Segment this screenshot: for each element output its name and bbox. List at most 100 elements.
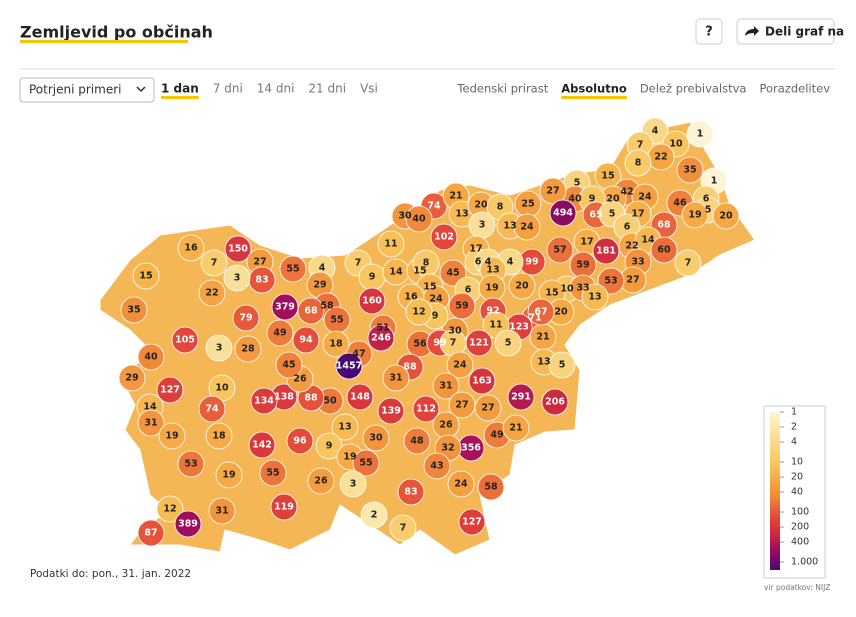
municipality[interactable]: [177, 450, 205, 478]
municipality[interactable]: [389, 514, 417, 542]
municipality[interactable]: [248, 431, 276, 459]
municipality[interactable]: [439, 259, 467, 287]
period-tab[interactable]: 7 dni: [213, 82, 243, 96]
municipality[interactable]: [339, 470, 367, 498]
municipality[interactable]: [377, 230, 405, 258]
municipality[interactable]: [686, 120, 714, 148]
municipality[interactable]: [377, 397, 405, 425]
municipality[interactable]: [405, 298, 433, 326]
municipality[interactable]: [508, 272, 536, 300]
municipality[interactable]: [507, 383, 535, 411]
municipality[interactable]: [346, 383, 374, 411]
municipality[interactable]: [322, 330, 350, 358]
period-tab[interactable]: 21 dni: [308, 82, 346, 96]
municipality[interactable]: [681, 201, 709, 229]
municipality[interactable]: [158, 422, 186, 450]
municipality[interactable]: [541, 388, 569, 416]
municipality[interactable]: [250, 387, 278, 415]
municipality[interactable]: [382, 364, 410, 392]
share-button[interactable]: [736, 18, 835, 45]
municipality[interactable]: [502, 414, 530, 442]
municipality[interactable]: [477, 473, 505, 501]
municipality[interactable]: [208, 497, 236, 525]
municipality[interactable]: [367, 324, 395, 352]
municipality[interactable]: [292, 326, 320, 354]
municipality[interactable]: [447, 470, 475, 498]
municipality[interactable]: [624, 149, 652, 177]
municipality[interactable]: [137, 519, 165, 547]
municipality[interactable]: [548, 351, 576, 379]
period-tab[interactable]: 1 dan: [161, 82, 199, 96]
municipality[interactable]: [205, 422, 233, 450]
municipality[interactable]: [156, 495, 184, 523]
period-tab[interactable]: 14 dni: [257, 82, 295, 96]
municipality[interactable]: [546, 236, 574, 264]
municipality[interactable]: [592, 237, 620, 265]
municipality[interactable]: [234, 335, 262, 363]
municipality[interactable]: [458, 508, 486, 536]
municipality[interactable]: [397, 478, 425, 506]
municipality[interactable]: [335, 352, 363, 380]
municipality[interactable]: [177, 234, 205, 262]
municipality[interactable]: [223, 264, 251, 292]
view-tab[interactable]: Tedenski prirast: [456, 82, 548, 96]
municipality[interactable]: [549, 199, 577, 227]
municipality[interactable]: [232, 304, 260, 332]
municipality[interactable]: [118, 364, 146, 392]
view-tab[interactable]: Porazdelitev: [759, 82, 830, 96]
municipality[interactable]: [331, 413, 359, 441]
municipality[interactable]: [352, 449, 380, 477]
municipality[interactable]: [474, 394, 502, 422]
municipality[interactable]: [259, 459, 287, 487]
municipality[interactable]: [465, 329, 493, 357]
municipality[interactable]: [403, 427, 431, 455]
municipality[interactable]: [286, 427, 314, 455]
municipality[interactable]: [315, 432, 343, 460]
municipality[interactable]: [539, 177, 567, 205]
municipality[interactable]: [423, 452, 451, 480]
municipality[interactable]: [597, 267, 625, 295]
municipality[interactable]: [307, 467, 335, 495]
municipality[interactable]: [446, 351, 474, 379]
municipality[interactable]: [275, 351, 303, 379]
municipality[interactable]: [650, 236, 678, 264]
view-tab[interactable]: Absolutno: [561, 82, 627, 96]
municipality[interactable]: [712, 202, 740, 230]
municipality[interactable]: [171, 326, 199, 354]
municipality[interactable]: [676, 156, 704, 184]
municipality[interactable]: [405, 205, 433, 233]
municipality[interactable]: [360, 501, 388, 529]
municipality[interactable]: [132, 262, 160, 290]
period-tab[interactable]: Vsi: [360, 82, 378, 96]
municipality[interactable]: [266, 319, 294, 347]
municipality[interactable]: [205, 334, 233, 362]
municipality[interactable]: [137, 409, 165, 437]
municipality[interactable]: [200, 249, 228, 277]
municipality[interactable]: [527, 298, 555, 326]
municipality[interactable]: [432, 372, 460, 400]
municipality[interactable]: [448, 292, 476, 320]
view-tab[interactable]: Delež prebivalstva: [640, 82, 747, 96]
municipality[interactable]: [494, 329, 522, 357]
municipality[interactable]: [358, 287, 386, 315]
municipality[interactable]: [174, 510, 202, 538]
municipality[interactable]: [674, 249, 702, 277]
municipality[interactable]: [430, 223, 458, 251]
municipality[interactable]: [198, 395, 226, 423]
municipality[interactable]: [137, 343, 165, 371]
municipality[interactable]: [581, 283, 609, 311]
municipality[interactable]: [271, 293, 299, 321]
help-button[interactable]: [695, 18, 723, 45]
municipality[interactable]: [468, 367, 496, 395]
municipality[interactable]: [156, 376, 184, 404]
municipality[interactable]: [270, 493, 298, 521]
municipality[interactable]: [362, 424, 390, 452]
municipality[interactable]: [412, 395, 440, 423]
municipality[interactable]: [513, 213, 541, 241]
municipality[interactable]: [297, 297, 325, 325]
municipality[interactable]: [198, 279, 226, 307]
municipality[interactable]: [215, 461, 243, 489]
municipality[interactable]: [120, 296, 148, 324]
municipality[interactable]: [224, 235, 252, 263]
select[interactable]: [19, 77, 155, 103]
